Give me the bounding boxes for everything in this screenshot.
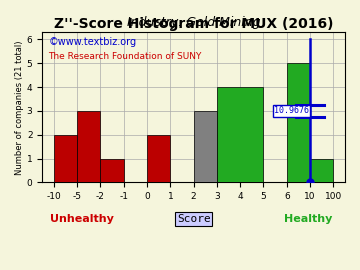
Text: ©www.textbiz.org: ©www.textbiz.org <box>48 37 136 47</box>
Bar <box>54 135 77 183</box>
Text: Industry: Gold Mining: Industry: Gold Mining <box>127 16 260 29</box>
Text: 10.9676: 10.9676 <box>274 106 309 115</box>
Text: Healthy: Healthy <box>284 214 333 224</box>
Y-axis label: Number of companies (21 total): Number of companies (21 total) <box>15 40 24 174</box>
Bar <box>100 158 124 183</box>
Text: The Research Foundation of SUNY: The Research Foundation of SUNY <box>48 52 202 61</box>
Bar <box>287 63 310 183</box>
Bar <box>217 87 264 183</box>
Title: Z''-Score Histogram for MUX (2016): Z''-Score Histogram for MUX (2016) <box>54 17 333 31</box>
Text: Unhealthy: Unhealthy <box>50 214 113 224</box>
Bar <box>77 111 100 183</box>
Bar <box>310 158 333 183</box>
Bar <box>147 135 170 183</box>
Text: Score: Score <box>177 214 211 224</box>
Bar <box>194 111 217 183</box>
